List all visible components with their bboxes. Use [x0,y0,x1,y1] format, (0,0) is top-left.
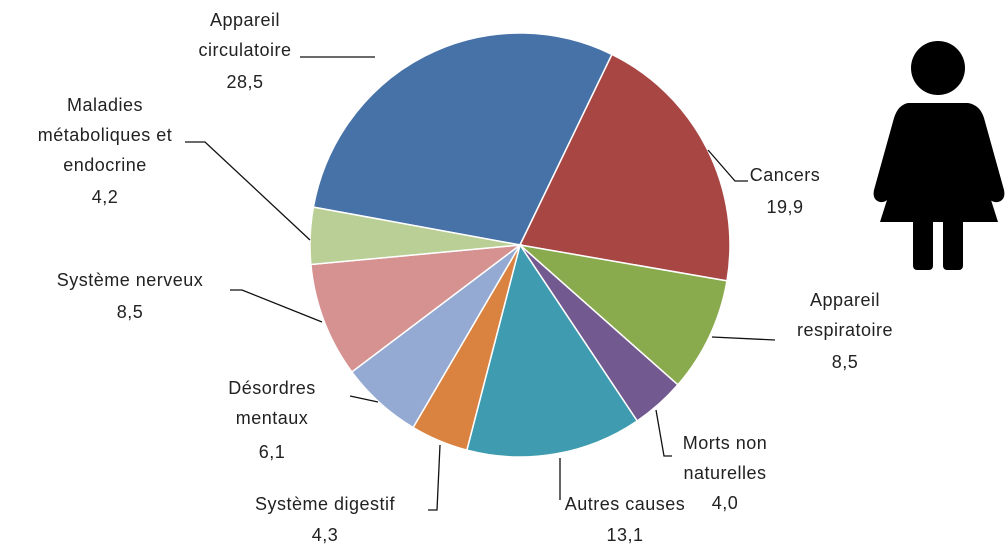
value-label: 6,1 [258,442,286,462]
slice [465,243,639,458]
category-label: Désordres mentaux [228,378,316,428]
woman-icon [873,41,1005,270]
leader-line [711,336,776,341]
leader-lines [185,56,776,511]
slice [518,53,731,282]
category-label: Morts non naturelles [682,433,768,483]
slices [309,32,731,458]
leader-line [428,444,441,511]
leader-line [707,149,748,182]
leader-line [349,395,379,403]
category-label: Appareil respiratoire [796,290,894,340]
slice [309,206,521,266]
value-label: 13,1 [606,525,644,545]
category-label: Système digestif [254,494,396,514]
value-label: 4,3 [311,525,339,545]
value-label: 4,2 [91,187,119,207]
slice [517,243,728,386]
category-label: Maladies métaboliques et endocrine [37,95,173,175]
slice [312,32,613,246]
value-label: 4,0 [711,493,739,513]
value-label: 28,5 [226,72,264,92]
slice [310,244,523,374]
value-label: 8,5 [116,302,144,322]
leader-line [230,289,323,323]
leader-line [655,409,672,457]
value-label: 8,5 [831,352,859,372]
leader-line [185,141,311,241]
category-label: Appareil circulatoire [198,10,292,60]
category-label: Système nerveux [56,270,204,290]
category-label: Cancers [749,165,821,185]
category-label: Autres causes [564,494,686,514]
value-label: 19,9 [766,197,804,217]
